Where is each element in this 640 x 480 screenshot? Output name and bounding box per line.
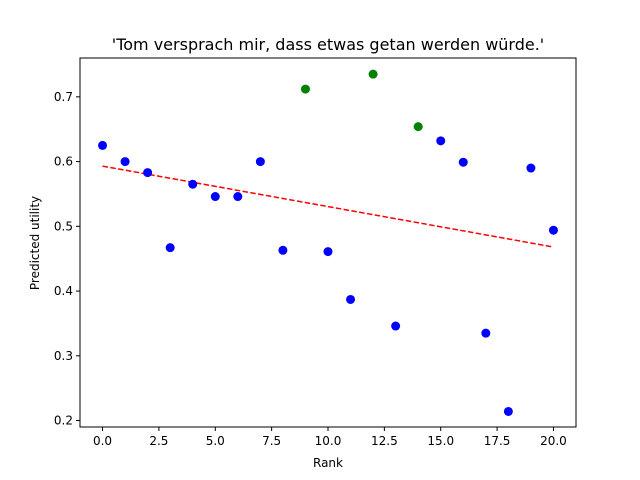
y-tick-label: 0.2 [54,414,73,428]
x-tick-label: 5.0 [206,434,225,448]
data-point [323,247,333,257]
y-tick-label: 0.5 [54,219,73,233]
x-tick-label: 12.5 [371,434,398,448]
x-tick-label: 2.5 [149,434,168,448]
x-tick-label: 10.0 [315,434,342,448]
x-tick-label: 17.5 [484,434,511,448]
trendline-layer [102,165,554,248]
data-point [368,69,378,79]
data-point [458,157,468,167]
data-point [188,179,198,189]
y-axis: 0.2 0.3 0.4 0.5 0.6 0.7 [54,90,80,428]
x-axis-label: Rank [313,456,343,470]
data-point [98,140,108,150]
data-point [548,225,558,235]
data-point [255,157,265,167]
plot-area [79,57,577,428]
points-layer [98,69,558,416]
data-point [503,406,513,416]
data-point [481,328,491,338]
chart-title: 'Tom versprach mir, dass etwas getan wer… [112,35,544,54]
x-axis: 0.0 2.5 5.0 7.5 10.0 12.5 15.0 17.5 20.0 [93,427,567,448]
data-point [233,192,243,202]
x-tick-label: 7.5 [262,434,281,448]
data-point [346,294,356,304]
data-point [120,157,130,167]
data-point [391,321,401,331]
data-point [436,136,446,146]
data-point [143,168,153,178]
data-point [413,122,423,132]
x-tick-label: 15.0 [427,434,454,448]
data-point [526,163,536,173]
y-tick-label: 0.7 [54,90,73,104]
data-point [165,243,175,253]
x-tick-label: 20.0 [540,434,567,448]
x-tick-label: 0.0 [93,434,112,448]
y-tick-label: 0.3 [54,349,73,363]
data-point [300,84,310,94]
data-point [278,245,288,255]
y-axis-label: Predicted utility [28,196,42,290]
trendline [102,165,554,248]
y-tick-label: 0.6 [54,155,73,169]
y-tick-label: 0.4 [54,284,73,298]
data-point [210,192,220,202]
